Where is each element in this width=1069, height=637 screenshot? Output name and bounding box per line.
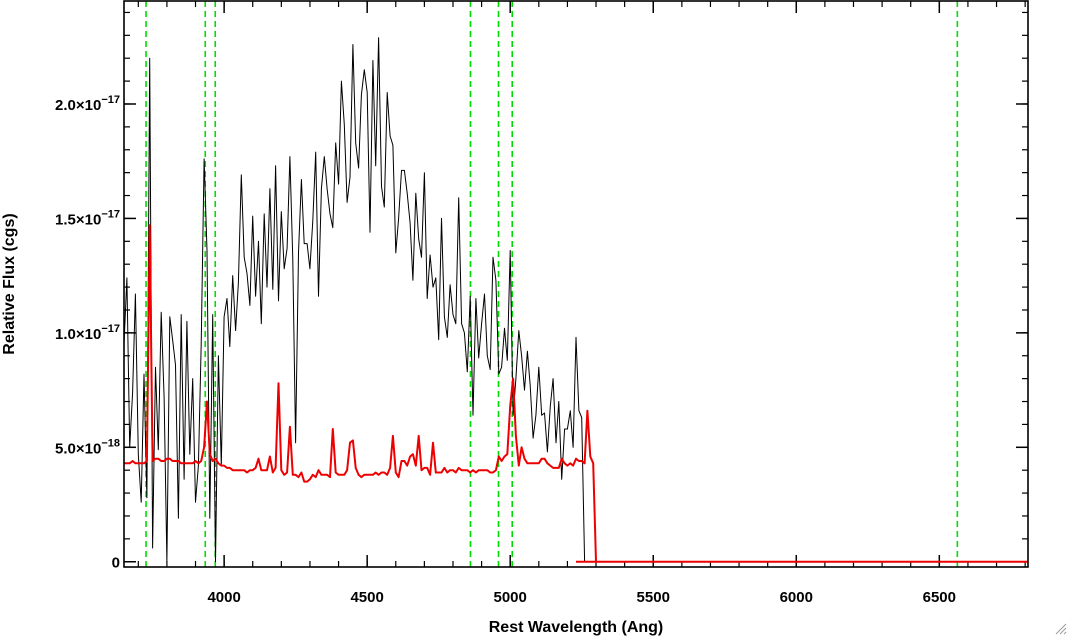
x-axis-label: Rest Wavelength (Ang) xyxy=(489,619,664,636)
x-tick-label: 6000 xyxy=(780,589,813,606)
x-tick-label: 5000 xyxy=(494,589,527,606)
y-tick-exponent: −18 xyxy=(101,437,120,449)
y-tick-exponent: −17 xyxy=(101,208,120,220)
plot-frame xyxy=(123,0,1029,568)
series-line xyxy=(123,37,586,563)
x-tick-labels: 4000 4500 5000 5500 6000 6500 xyxy=(207,589,956,606)
x-tick-label: 4500 xyxy=(350,589,383,606)
x-tick-label: 4000 xyxy=(207,589,240,606)
x-tick-label: 6500 xyxy=(923,589,956,606)
x-tick-label: 5500 xyxy=(637,589,670,606)
y-tick-exponent: −17 xyxy=(101,94,120,106)
y-axis-label: Relative Flux (cgs) xyxy=(1,213,18,354)
series-line xyxy=(124,224,597,562)
resize-grip-icon[interactable] xyxy=(1055,623,1067,635)
y-tick-label: 0 xyxy=(112,555,120,572)
data-series xyxy=(123,37,1028,563)
reference-lines xyxy=(145,1,959,567)
y-tick-exponent: −17 xyxy=(101,323,120,335)
